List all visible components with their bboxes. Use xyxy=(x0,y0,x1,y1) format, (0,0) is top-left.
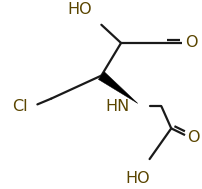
Text: Cl: Cl xyxy=(12,99,27,114)
Text: O: O xyxy=(187,130,200,146)
Text: HO: HO xyxy=(67,2,92,17)
Text: O: O xyxy=(185,36,198,50)
Text: HO: HO xyxy=(125,171,150,186)
Text: HN: HN xyxy=(105,99,129,114)
Polygon shape xyxy=(98,72,138,103)
